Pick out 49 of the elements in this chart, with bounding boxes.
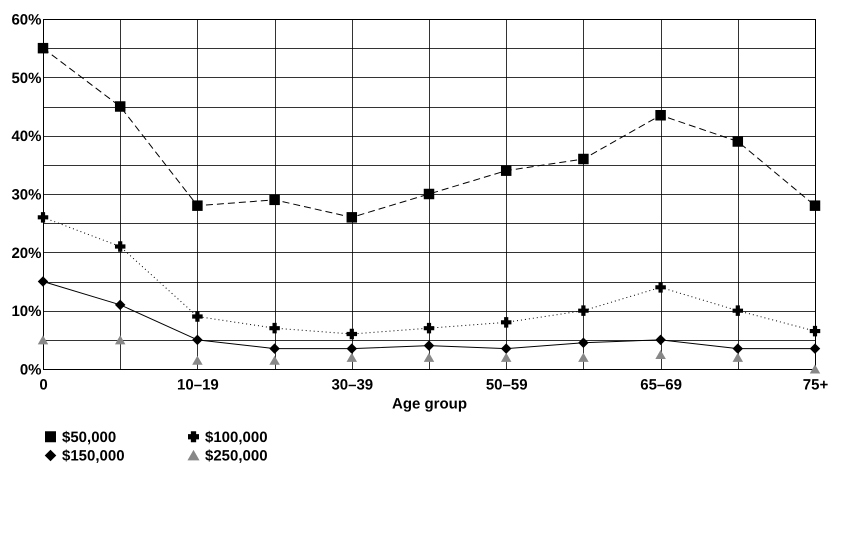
point bbox=[269, 356, 280, 365]
point bbox=[38, 276, 48, 287]
point bbox=[192, 356, 203, 365]
x-tick-label: 10–19 bbox=[177, 376, 219, 394]
legend-label: $100,000 bbox=[205, 428, 268, 446]
y-tick-label: 60% bbox=[11, 12, 42, 28]
point bbox=[38, 42, 48, 54]
y-tick-label: 20% bbox=[11, 244, 42, 262]
x-tick-label: 30–39 bbox=[331, 376, 374, 394]
point bbox=[346, 352, 358, 362]
point bbox=[38, 335, 48, 344]
point bbox=[269, 194, 280, 206]
y-tick-label: 30% bbox=[11, 186, 42, 204]
point bbox=[732, 305, 744, 316]
point bbox=[578, 305, 589, 316]
x-tick-label: 75+ bbox=[802, 376, 828, 394]
point bbox=[810, 343, 820, 354]
point bbox=[38, 212, 48, 223]
point bbox=[114, 335, 126, 344]
point bbox=[269, 322, 280, 334]
point bbox=[424, 352, 434, 362]
y-tick-label: 40% bbox=[11, 128, 42, 146]
y-tick-label: 0% bbox=[20, 362, 42, 378]
point bbox=[578, 352, 589, 362]
y-tick-label: 50% bbox=[11, 70, 42, 87]
x-axis-title: Age group bbox=[392, 396, 467, 412]
point bbox=[192, 311, 203, 322]
point bbox=[500, 352, 512, 362]
x-tick-label: 65–69 bbox=[640, 376, 682, 394]
x-tick-label: 0 bbox=[39, 376, 48, 394]
point bbox=[655, 110, 666, 120]
legend-label: $150,000 bbox=[62, 448, 125, 464]
point bbox=[655, 282, 666, 293]
point bbox=[424, 322, 434, 334]
legend-label: $250,000 bbox=[205, 448, 268, 464]
point bbox=[732, 352, 744, 362]
point bbox=[500, 317, 512, 328]
point bbox=[346, 212, 358, 223]
point bbox=[346, 328, 358, 340]
point bbox=[810, 200, 820, 211]
point bbox=[500, 165, 512, 176]
x-tick-label: 50–59 bbox=[486, 376, 528, 394]
legend-label: $50,000 bbox=[62, 428, 116, 446]
point bbox=[114, 241, 126, 252]
y-tick-label: 10% bbox=[11, 303, 42, 320]
point bbox=[810, 326, 820, 336]
point bbox=[192, 200, 203, 211]
point bbox=[655, 350, 666, 359]
point bbox=[810, 364, 820, 374]
